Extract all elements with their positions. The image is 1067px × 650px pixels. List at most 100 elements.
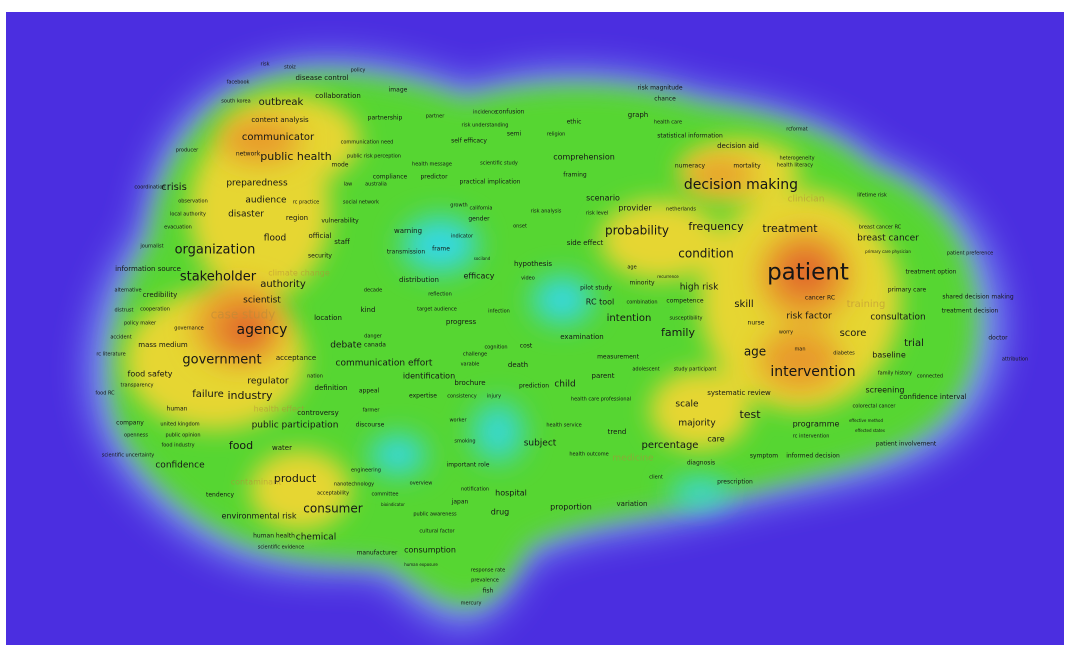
term-label: mode — [331, 162, 348, 169]
term-label: public risk perception — [347, 154, 401, 160]
term-label: rc practice — [293, 200, 320, 206]
term-label: disaster — [228, 210, 264, 220]
term-label: security — [308, 253, 332, 260]
term-label: systematic review — [707, 389, 771, 397]
term-label: incidence — [473, 110, 497, 116]
term-label: notification — [461, 487, 489, 493]
term-label: stoiz — [284, 65, 296, 71]
term-label: injury — [487, 394, 501, 400]
term-label: age — [744, 345, 766, 359]
term-label: progress — [446, 318, 477, 326]
term-label: confusion — [496, 109, 525, 116]
term-label: ethic — [567, 119, 582, 126]
term-label: journalist — [139, 244, 163, 250]
term-label: health care — [654, 120, 682, 126]
term-label: water — [272, 444, 292, 452]
term-label: mercury — [461, 601, 482, 607]
term-label: religion — [547, 132, 566, 138]
term-label: subject — [524, 439, 557, 449]
term-label: organization — [175, 243, 256, 258]
term-label: evacuation — [164, 225, 192, 231]
term-label: chance — [654, 96, 676, 103]
term-label: communicator — [242, 132, 315, 143]
term-label: tendency — [206, 492, 234, 499]
term-label: confidence interval — [899, 393, 966, 401]
term-label: scientific evidence — [258, 545, 305, 551]
term-label: observation — [178, 199, 208, 205]
term-label: frequency — [688, 220, 744, 233]
term-label: condition — [678, 247, 733, 261]
term-label: score — [840, 328, 867, 339]
term-label: decade — [364, 288, 382, 294]
term-label: important role — [447, 462, 490, 469]
term-label: measurement — [597, 354, 640, 361]
term-label: susceptibility — [670, 316, 703, 322]
term-label: age — [627, 265, 636, 271]
term-label: primary care physician — [865, 249, 911, 254]
term-label: outbreak — [259, 97, 304, 108]
term-label: RC tool — [586, 298, 614, 307]
term-label: varable — [461, 362, 480, 368]
term-label: side effect — [567, 239, 604, 247]
term-label: health service — [546, 423, 581, 429]
term-label: south korea — [221, 99, 250, 105]
term-label: debate — [330, 341, 362, 351]
term-label: efficacy — [463, 272, 494, 281]
term-label: trend — [608, 428, 627, 436]
term-label: governance — [174, 326, 203, 332]
term-label: response rate — [471, 568, 505, 574]
density-hotspots — [195, 118, 850, 390]
term-label: rcformat — [786, 127, 807, 133]
term-label: provider — [618, 204, 652, 213]
term-label: high risk — [680, 283, 719, 293]
density-map: risk stoiz policy facebook disease control im… — [6, 12, 1064, 645]
term-label: alternative — [114, 288, 141, 294]
term-label: local authority — [170, 212, 206, 218]
term-label: infection — [488, 309, 510, 315]
term-label: food industry — [161, 443, 194, 449]
term-label: breast cancer RC — [859, 225, 902, 231]
term-label: man — [794, 347, 805, 353]
density-channels — [370, 217, 730, 506]
term-label: mass medium — [138, 341, 188, 349]
term-label: video — [521, 276, 535, 282]
term-label: combination — [626, 300, 657, 306]
term-label: cancer RC — [805, 295, 835, 302]
term-label: public awareness — [413, 512, 457, 518]
term-label: majority — [678, 419, 716, 429]
term-label: warning — [394, 227, 422, 235]
term-label: credibility — [143, 291, 177, 299]
term-label: australia — [365, 182, 387, 188]
term-label: baseline — [872, 351, 906, 360]
term-label: scientist — [243, 296, 281, 306]
term-label: decision aid — [717, 142, 759, 150]
term-label: growth — [450, 203, 467, 209]
term-label: minority — [629, 280, 654, 287]
term-label: worker — [449, 418, 467, 424]
term-label: prevalence — [471, 578, 499, 584]
term-label: compliance — [373, 174, 408, 181]
term-label: scale — [675, 400, 699, 410]
term-label: indicator — [451, 234, 474, 240]
term-label: health literacy — [777, 163, 813, 169]
term-label: risk — [261, 62, 270, 68]
term-label: identification — [403, 372, 455, 381]
term-label: scenario — [586, 194, 620, 203]
term-label: product — [274, 472, 317, 485]
term-label: california — [469, 206, 492, 212]
term-label: public participation — [252, 421, 339, 431]
term-label: hospital — [495, 489, 527, 498]
term-label: attribution — [1002, 357, 1028, 363]
term-label: cognition — [484, 345, 507, 351]
term-label: manufacturer — [357, 550, 398, 557]
term-label: image — [389, 87, 408, 94]
term-label: controversy — [297, 409, 338, 417]
term-label: industry — [227, 389, 273, 402]
term-label: treatment decision — [942, 308, 999, 315]
term-label: medicine — [612, 454, 654, 464]
term-label: appeal — [359, 388, 380, 395]
term-label: semi — [507, 131, 522, 138]
term-label: shared decision making — [942, 294, 1013, 301]
term-label: effected states — [855, 428, 885, 433]
term-label: environmental risk — [222, 512, 297, 521]
